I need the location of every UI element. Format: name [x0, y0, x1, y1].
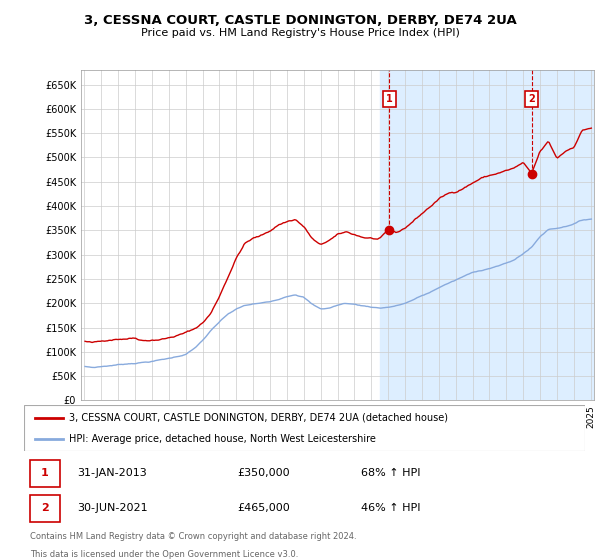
Text: 2: 2: [528, 94, 535, 104]
Text: 1: 1: [41, 468, 49, 478]
FancyBboxPatch shape: [24, 405, 585, 451]
Text: 2: 2: [41, 503, 49, 513]
Text: £465,000: £465,000: [237, 503, 290, 513]
Text: Price paid vs. HM Land Registry's House Price Index (HPI): Price paid vs. HM Land Registry's House …: [140, 28, 460, 38]
Text: 68% ↑ HPI: 68% ↑ HPI: [361, 468, 420, 478]
Text: Contains HM Land Registry data © Crown copyright and database right 2024.: Contains HM Land Registry data © Crown c…: [29, 532, 356, 541]
Text: £350,000: £350,000: [237, 468, 290, 478]
Text: 3, CESSNA COURT, CASTLE DONINGTON, DERBY, DE74 2UA: 3, CESSNA COURT, CASTLE DONINGTON, DERBY…: [83, 14, 517, 27]
FancyBboxPatch shape: [29, 460, 61, 487]
Text: 30-JUN-2021: 30-JUN-2021: [77, 503, 148, 513]
Text: HPI: Average price, detached house, North West Leicestershire: HPI: Average price, detached house, Nort…: [69, 435, 376, 444]
Text: 46% ↑ HPI: 46% ↑ HPI: [361, 503, 420, 513]
Text: 3, CESSNA COURT, CASTLE DONINGTON, DERBY, DE74 2UA (detached house): 3, CESSNA COURT, CASTLE DONINGTON, DERBY…: [69, 413, 448, 423]
Text: This data is licensed under the Open Government Licence v3.0.: This data is licensed under the Open Gov…: [29, 549, 298, 558]
Text: 1: 1: [386, 94, 393, 104]
Text: 31-JAN-2013: 31-JAN-2013: [77, 468, 147, 478]
FancyBboxPatch shape: [29, 495, 61, 521]
Bar: [380, 70, 594, 400]
